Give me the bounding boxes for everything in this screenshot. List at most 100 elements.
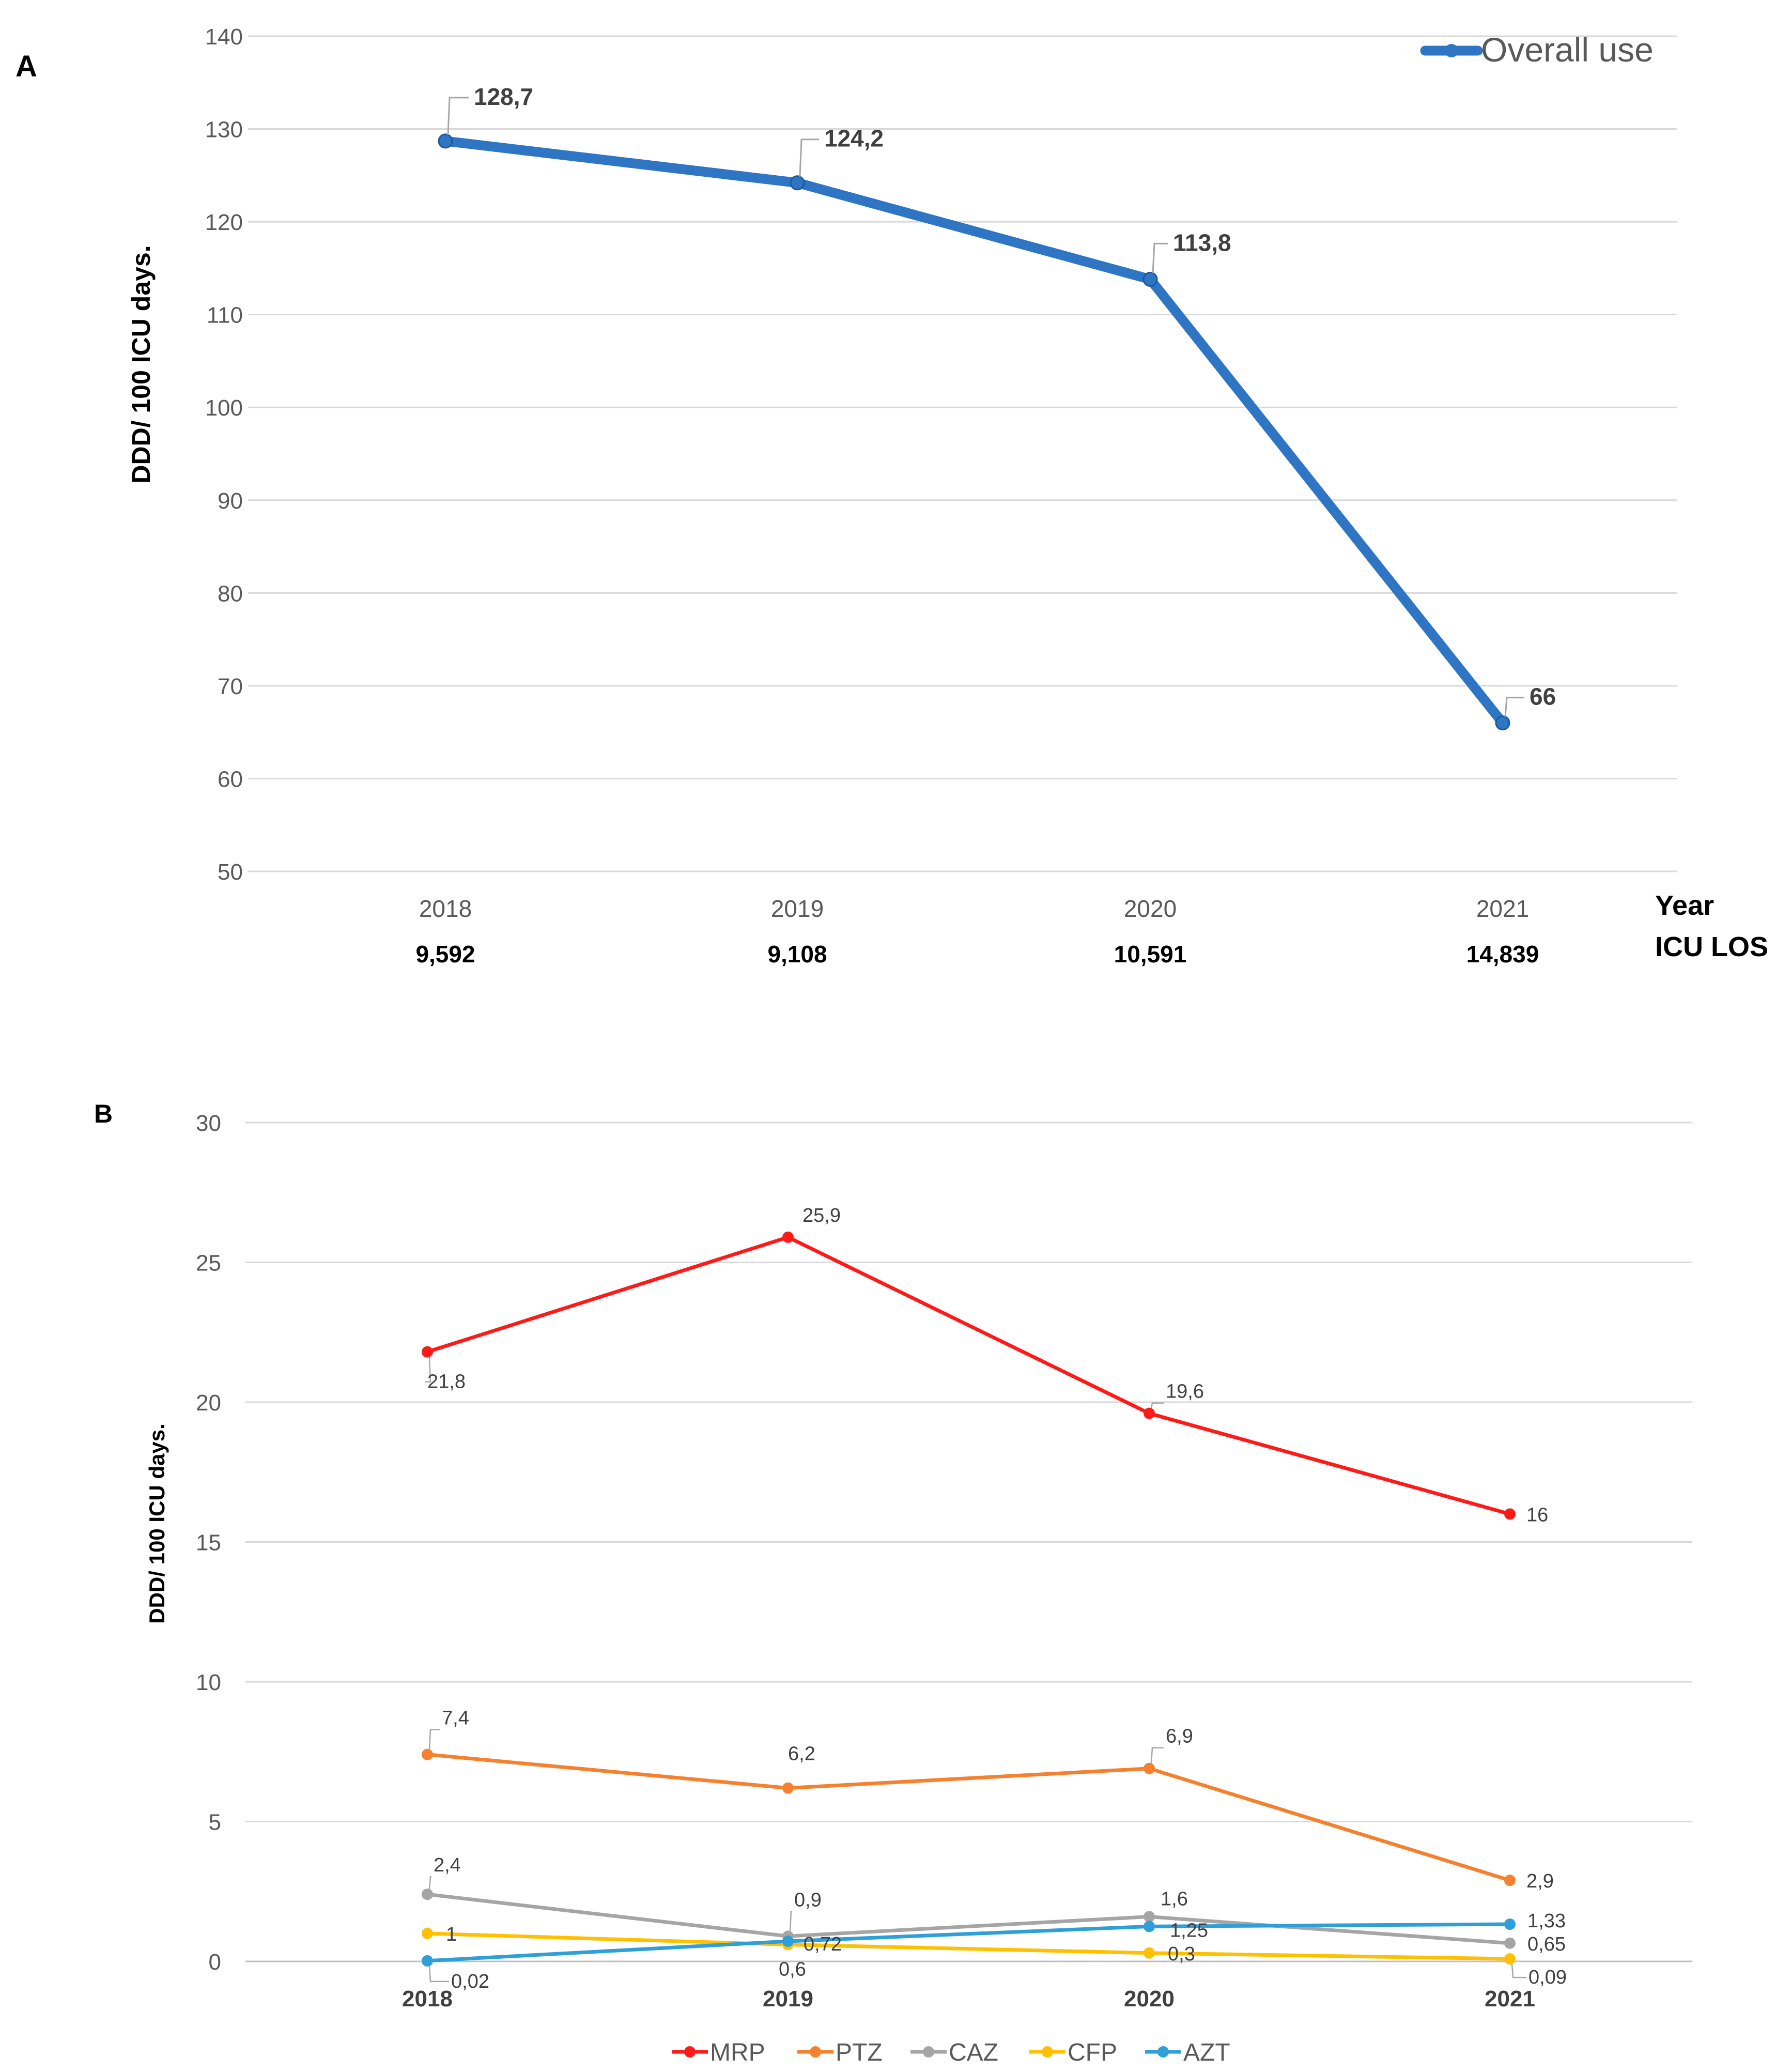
legend-marker-ptz [810, 2046, 821, 2058]
data-label-caz: 0,65 [1527, 1933, 1566, 1955]
legend-label-cfp: CFP [1068, 2039, 1117, 2066]
y-tick-label: 0 [209, 1950, 221, 1975]
x-tick-label: 2021 [1476, 895, 1529, 922]
data-point-overall-use [1142, 271, 1158, 287]
x-tick-label: 2019 [771, 895, 824, 922]
icu-los-value: 14,839 [1466, 941, 1539, 968]
legend-marker-azt [1157, 2046, 1169, 2058]
data-label-cfp: 0,6 [779, 1959, 806, 1981]
data-point-ptz [422, 1748, 433, 1760]
y-axis-title: DDD/ 100 ICU days. [127, 245, 156, 483]
panel-b-label: B [94, 1099, 113, 1128]
y-tick-label: 10 [196, 1670, 221, 1695]
legend-marker-cfp [1042, 2046, 1053, 2058]
data-label-ptz: 7,4 [442, 1708, 469, 1729]
data-label-leader [425, 1357, 431, 1383]
y-tick-label: 70 [218, 674, 243, 699]
data-label-leader [428, 1876, 431, 1890]
data-label-overall-use: 128,7 [474, 83, 533, 110]
legend-marker-caz [923, 2046, 934, 2058]
legend-marker-overall-use [1445, 44, 1458, 57]
y-tick-label: 50 [218, 860, 243, 885]
y-axis-title: DDD/ 100 ICU days. [145, 1423, 169, 1623]
data-label-leader [789, 1911, 792, 1931]
data-point-ptz [782, 1782, 794, 1794]
data-label-caz: 2,4 [434, 1854, 461, 1876]
data-label-azt: 1,25 [1170, 1920, 1208, 1941]
y-tick-label: 110 [207, 303, 243, 328]
data-point-overall-use [790, 175, 805, 191]
data-label-cfp: 1 [446, 1924, 457, 1945]
data-label-leader [447, 97, 469, 135]
data-point-mrp [1504, 1508, 1516, 1520]
series-line-azt [427, 1922, 1510, 1963]
data-point-caz [422, 1889, 433, 1900]
data-label-overall-use: 66 [1530, 683, 1556, 710]
data-label-ptz: 6,2 [788, 1743, 815, 1765]
data-label-leader [1504, 697, 1524, 717]
data-label-leader [428, 1966, 449, 1983]
data-point-azt [1504, 1918, 1516, 1930]
data-label-leader [1152, 242, 1168, 273]
y-tick-label: 5 [209, 1810, 221, 1835]
x-tick-label: 2020 [1124, 1986, 1175, 2012]
series-line-caz [427, 1892, 1510, 1945]
x-axis-title: Year [1655, 890, 1714, 921]
data-point-mrp [1144, 1407, 1155, 1419]
data-point-overall-use [438, 133, 453, 149]
data-label-ptz: 6,9 [1166, 1726, 1193, 1747]
chart-b: 0 5 10 15 20 25 30 DDD/ 100 ICU days. 2018 2019 20… [145, 1111, 1692, 2066]
panel-a-label: A [16, 50, 37, 83]
data-point-cfp [422, 1927, 433, 1939]
legend-label-ptz: PTZ [836, 2039, 883, 2066]
data-label-caz: 1,6 [1161, 1888, 1188, 1910]
series-line-ptz [427, 1753, 1511, 1882]
data-point-azt [1144, 1921, 1155, 1932]
data-label-leader [799, 139, 819, 177]
data-label-cfp: 0,09 [1528, 1967, 1567, 1988]
y-tick-label: 20 [196, 1390, 221, 1416]
data-label-mrp: 21,8 [427, 1371, 466, 1393]
legend-label-overall-use: Overall use [1481, 30, 1654, 69]
y-tick-label: 120 [205, 210, 243, 235]
icu-los-value: 10,591 [1114, 941, 1187, 968]
x-tick-label: 2021 [1485, 1986, 1535, 2012]
data-label-leader [428, 1729, 440, 1749]
data-label-azt: 0,72 [804, 1933, 842, 1955]
data-label-azt: 1,33 [1527, 1910, 1566, 1932]
data-label-leader [1511, 1964, 1526, 1978]
x-tick-label: 2020 [1124, 895, 1177, 922]
series-line-overall-use [440, 136, 1508, 728]
data-point-ptz [1504, 1875, 1516, 1886]
data-label-overall-use: 124,2 [824, 125, 884, 152]
x-tick-label: 2018 [402, 1986, 453, 2012]
y-tick-label: 100 [205, 395, 243, 421]
x-tick-label: 2018 [419, 895, 472, 922]
legend-marker-mrp [684, 2046, 696, 2058]
y-tick-label: 140 [205, 24, 243, 50]
data-point-azt [782, 1936, 794, 1947]
data-point-caz [1144, 1911, 1155, 1923]
data-label-mrp: 25,9 [802, 1205, 841, 1226]
x-tick-label: 2019 [763, 1986, 813, 2012]
y-tick-label: 15 [196, 1530, 221, 1556]
data-point-mrp [782, 1231, 794, 1243]
y-tick-label: 25 [196, 1251, 221, 1276]
y-tick-label: 80 [218, 581, 243, 606]
icu-los-value: 9,592 [415, 941, 475, 968]
data-point-azt [422, 1955, 433, 1967]
data-point-caz [1504, 1937, 1516, 1949]
data-label-leader [1150, 1747, 1164, 1763]
chart-a: 50 60 70 80 90 100 110 120 130 140 DDD/ 100 ICU da… [127, 24, 1768, 968]
data-label-azt: 0,02 [451, 1971, 489, 1992]
data-point-cfp [1504, 1953, 1516, 1965]
series-line-mrp [426, 1235, 1510, 1516]
legend-label-mrp: MRP [710, 2039, 765, 2066]
data-label-cfp: 0,3 [1168, 1943, 1195, 1965]
data-label-overall-use: 113,8 [1173, 229, 1231, 256]
series-line-cfp [427, 1931, 1510, 1961]
data-point-mrp [422, 1346, 433, 1358]
y-tick-label: 130 [205, 117, 243, 143]
data-label-leader [1150, 1402, 1164, 1408]
